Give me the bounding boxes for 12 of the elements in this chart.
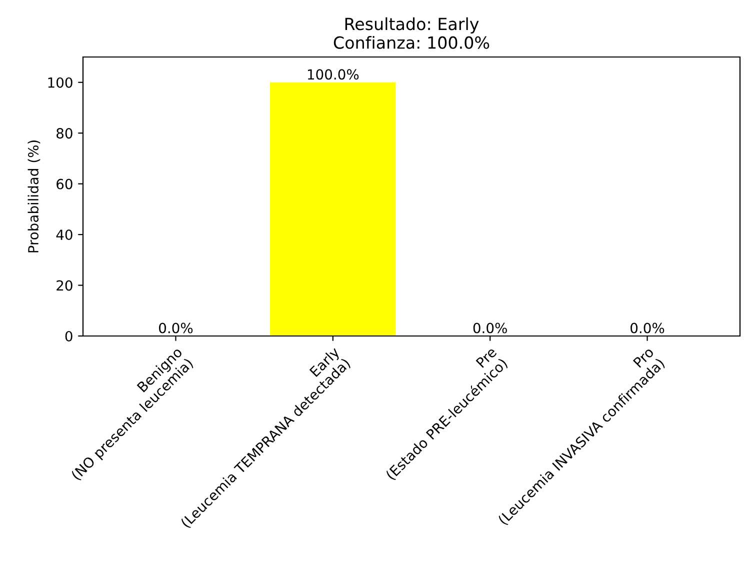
y-tick-label: 100 — [48, 77, 72, 88]
data-label: 0.0% — [159, 322, 193, 334]
y-tick-label: 80 — [56, 128, 72, 139]
y-tick-label: 0 — [65, 330, 72, 342]
data-label: 0.0% — [630, 322, 664, 334]
data-label: 0.0% — [473, 322, 507, 334]
chart-title: Resultado: Early Confianza: 100.0% — [334, 17, 490, 49]
y-axis-title: Probabilidad (%) — [28, 140, 40, 252]
data-label: 100.0% — [308, 69, 359, 80]
y-tick-label: 20 — [56, 280, 72, 291]
y-tick-label: 40 — [56, 230, 72, 240]
y-tick-label: 60 — [56, 178, 72, 190]
